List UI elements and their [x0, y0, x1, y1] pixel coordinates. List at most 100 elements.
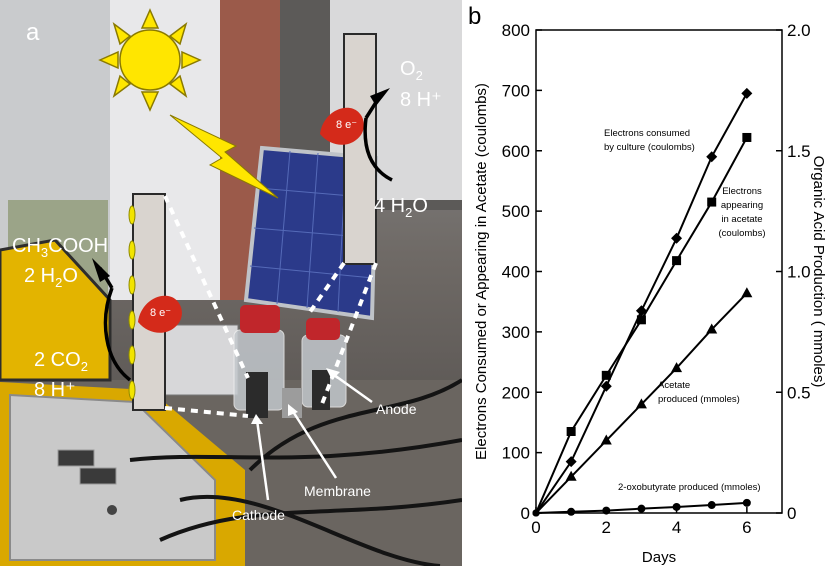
cables — [129, 378, 462, 566]
annotation-oxobutyrate: 2-oxobutyrate produced (mmoles) — [618, 482, 761, 493]
y-right-tick-label: 2.0 — [787, 21, 811, 40]
sun-icon — [98, 8, 202, 112]
electron-cathode-icon: 8 e⁻ — [138, 295, 182, 333]
anode-callout-label: Anode — [376, 401, 417, 417]
data-point-diamond — [706, 151, 718, 163]
y-tick-label: 600 — [502, 142, 530, 161]
y-axis-label: Electrons Consumed or Appearing in Aceta… — [473, 83, 490, 460]
y-tick-label: 700 — [502, 81, 530, 100]
data-point-diamond — [600, 380, 612, 392]
data-point-circle — [742, 498, 751, 507]
annotation-acetate: Acetate produced (mmoles) — [658, 380, 740, 405]
y-tick-label: 100 — [502, 444, 530, 463]
y-tick-label: 300 — [502, 323, 530, 342]
annotation-consumed: Electrons consumed by culture (coulombs) — [604, 128, 695, 153]
annotation-appearing-line4: (coulombs) — [719, 228, 766, 239]
x-tick-label: 0 — [531, 518, 540, 537]
x-axis-label: Days — [642, 549, 676, 566]
annotation-appearing-line2: appearing — [721, 200, 763, 211]
data-point-triangle — [565, 470, 577, 481]
annotation-acetate-line2: produced (mmoles) — [658, 394, 740, 405]
lightning-bolt-icon — [169, 114, 279, 199]
plot-frame — [535, 29, 783, 514]
series-layer — [532, 87, 753, 517]
data-point-triangle — [706, 323, 718, 334]
photo-panel: 8 e⁻ 8 e⁻ a O2 8 H⁺ 4 H2O CH3COOH — [0, 0, 462, 566]
membrane-callout-label: Membrane — [304, 483, 371, 499]
y-tick-label: 200 — [502, 383, 530, 402]
data-point-circle — [602, 506, 611, 515]
y-right-tick-label: 0.5 — [787, 383, 811, 402]
cathode-hplus-label: 8 H⁺ — [34, 379, 76, 401]
display-1 — [57, 449, 95, 467]
y-tick-label: 500 — [502, 202, 530, 221]
data-point-diamond — [741, 87, 753, 99]
microbes — [128, 205, 136, 400]
annotation-appearing-line3: in acetate — [721, 214, 762, 225]
electron-anode-icon: 8 e⁻ — [320, 107, 364, 145]
panel-a-letter: a — [26, 19, 40, 46]
data-point-diamond — [635, 305, 647, 317]
yellow-case-lid — [0, 238, 112, 382]
x-tick-label: 4 — [672, 518, 681, 537]
y-tick-label: 0 — [521, 504, 530, 523]
electron-cathode-label: 8 e⁻ — [150, 307, 171, 319]
annotation-consumed-line2: by culture (coulombs) — [604, 142, 695, 153]
dotted-connectors — [163, 195, 378, 418]
data-point-circle — [672, 502, 681, 511]
chart-svg: b 0 100 200 300 400 500 600 700 800 0 0.5 1.0 1.5 2.… — [468, 3, 827, 566]
data-point-origin — [532, 509, 540, 517]
cathode-arrowhead — [92, 258, 110, 282]
right-axis-ticks: 0 0.5 1.0 1.5 2.0 — [776, 21, 811, 523]
co2-label: 2 CO2 — [34, 349, 88, 374]
cathode-electrode — [246, 372, 268, 418]
data-point-square — [636, 315, 646, 325]
data-point-triangle — [635, 398, 647, 409]
data-point-circle — [707, 501, 716, 510]
data-point-triangle — [741, 287, 753, 298]
y-tick-label: 800 — [502, 21, 530, 40]
anode-cap — [306, 318, 340, 340]
left-axis-ticks: 0 100 200 300 400 500 600 700 800 — [502, 21, 542, 523]
y-axis-right-label: Organic Acid Production ( mmoles) — [810, 156, 827, 388]
annotation-appearing: Electrons appearing in acetate (coulombs… — [719, 186, 766, 239]
data-point-diamond — [565, 456, 577, 468]
annotation-acetate-line1: Acetate — [658, 380, 690, 391]
data-point-square — [742, 132, 752, 142]
data-point-square — [672, 256, 682, 266]
annotation-oxobutyrate-line1: 2-oxobutyrate produced (mmoles) — [618, 482, 761, 493]
data-point-square — [601, 370, 611, 380]
annotation-appearing-line1: Electrons — [722, 186, 762, 197]
panel-b-letter: b — [468, 3, 481, 30]
data-point-square — [707, 197, 717, 207]
y-right-tick-label: 1.0 — [787, 263, 811, 282]
data-point-triangle — [600, 434, 612, 445]
y-right-tick-label: 0 — [787, 504, 796, 523]
acetate-formula-label: CH3COOH — [12, 235, 108, 260]
x-tick-label: 6 — [742, 518, 751, 537]
x-tick-label: 2 — [602, 518, 611, 537]
anode-bar — [343, 33, 377, 265]
data-point-circle — [567, 507, 576, 516]
anode-arrowhead — [370, 88, 390, 106]
data-point-circle — [637, 504, 646, 513]
y-right-tick-label: 1.5 — [787, 142, 811, 161]
data-point-square — [566, 426, 576, 436]
photo-illustration: 8 e⁻ 8 e⁻ a O2 8 H⁺ 4 H2O CH3COOH — [0, 0, 462, 566]
callout-arrowheads — [251, 368, 340, 424]
water-label: 4 H2O — [374, 195, 428, 220]
display-2 — [79, 467, 117, 485]
cathode-callout-label: Cathode — [232, 507, 285, 523]
data-point-diamond — [671, 232, 683, 244]
membrane-clamp — [282, 388, 302, 418]
cathode-cap — [240, 305, 280, 333]
o2-label: O2 — [400, 58, 423, 83]
knob — [107, 505, 117, 515]
electron-anode-label: 8 e⁻ — [336, 119, 357, 131]
y-tick-label: 400 — [502, 263, 530, 282]
data-point-triangle — [671, 362, 683, 373]
cathode-water-label: 2 H2O — [24, 265, 78, 290]
anode-hplus-label: 8 H⁺ — [400, 89, 442, 111]
annotation-consumed-line1: Electrons consumed — [604, 128, 690, 139]
chart-panel: b 0 100 200 300 400 500 600 700 800 0 0.5 1.0 1.5 2.… — [462, 0, 828, 566]
